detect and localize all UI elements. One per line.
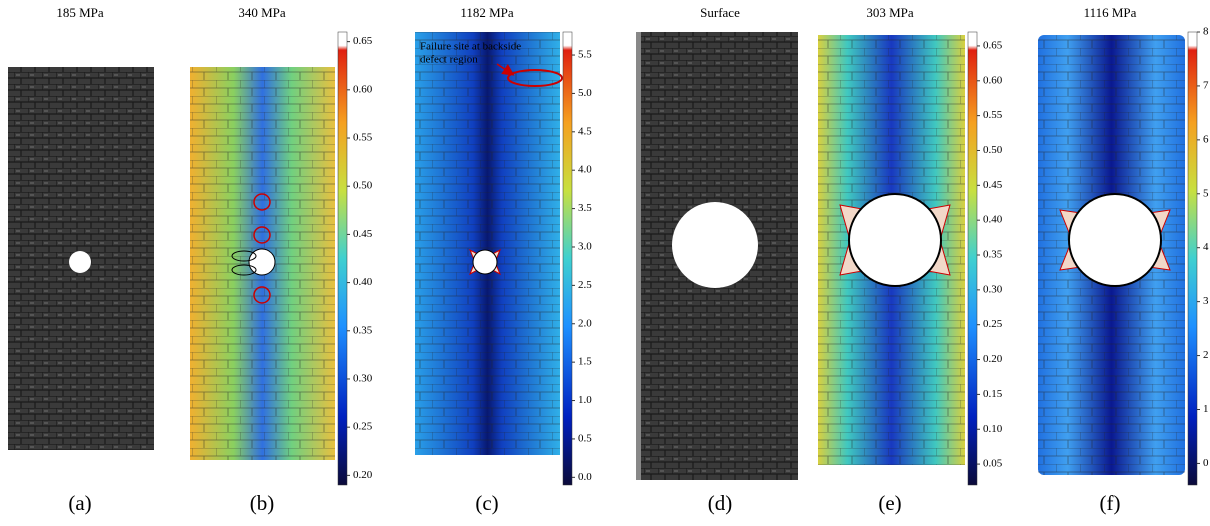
colorbar-tick-label: 0.60: [983, 74, 1003, 86]
colorbar-tick-label: 1.0: [578, 394, 592, 406]
colorbar-tick-label: 0.25: [983, 318, 1003, 330]
colorbar-tick-label: 0.35: [353, 324, 373, 336]
colorbar-tick-label: 0.60: [353, 83, 373, 95]
colorbar-tick-label: 2: [1203, 349, 1209, 361]
colorbar-tick-label: 7: [1203, 79, 1209, 91]
colorbar-tick-label: 3.5: [578, 202, 592, 214]
panel-label: (c): [475, 491, 498, 515]
colorbar-tick-label: 0.45: [353, 228, 373, 240]
panel-label: (d): [708, 491, 733, 515]
colorbar-tick-label: 0.30: [983, 283, 1003, 295]
colorbar-tick-label: 4: [1203, 241, 1209, 253]
colorbar-tick-label: 0.40: [983, 214, 1003, 226]
colorbar-tick-label: 0.50: [983, 144, 1003, 156]
panel-title: 303 MPa: [866, 5, 914, 20]
annotation: defect region: [420, 54, 478, 66]
colorbar-tick-label: 3: [1203, 295, 1209, 307]
colorbar-tick-label: 0.40: [353, 276, 373, 288]
specimen-images: [8, 32, 1185, 480]
panel-title: 185 MPa: [56, 5, 104, 20]
colorbar-tick-label: 0.20: [983, 353, 1003, 365]
colorbar-tick-label: 5: [1203, 187, 1209, 199]
colorbar-tick-label: 0.5: [578, 432, 592, 444]
colorbar-tick-label: 0.35: [983, 249, 1003, 261]
colorbar-tick-label: 4.0: [578, 164, 592, 176]
panel-title: 340 MPa: [238, 5, 286, 20]
colorbar-tick-label: 0.65: [983, 39, 1003, 51]
colorbar-tick-label: 4.5: [578, 125, 592, 137]
colorbar-tick-label: 1: [1203, 403, 1209, 415]
colorbar-tick-label: 1.5: [578, 356, 592, 368]
colorbar-tick-label: 0.20: [353, 469, 373, 481]
colorbar-tick-label: 0.30: [353, 373, 373, 385]
colorbar-tick-label: 0.0: [578, 471, 592, 483]
colorbar-tick-label: 0.15: [983, 388, 1003, 400]
colorbar-tick-label: 0.45: [983, 179, 1003, 191]
panel-label: (f): [1100, 491, 1121, 515]
colorbar: [1187, 31, 1198, 486]
colorbar-tick-label: 0.10: [983, 423, 1003, 435]
panel-label: (b): [250, 491, 275, 515]
colorbar-tick-label: 0.65: [353, 35, 373, 47]
colorbar-tick-label: 0: [1203, 457, 1209, 469]
colorbar-tick-label: 6: [1203, 133, 1209, 145]
colorbar: [967, 31, 978, 486]
colorbar-tick-label: 3.0: [578, 241, 592, 253]
panel-title: Surface: [700, 5, 740, 20]
colorbar-tick-label: 0.50: [353, 180, 373, 192]
colorbar-tick-label: 0.55: [983, 109, 1003, 121]
colorbar-tick-label: 2.0: [578, 317, 592, 329]
colorbar-tick-label: 5.5: [578, 49, 592, 61]
colorbar-tick-label: 5.0: [578, 87, 592, 99]
colorbar-tick-label: 8: [1203, 26, 1209, 38]
colorbar: [337, 31, 348, 486]
panel-title: 1182 MPa: [460, 5, 514, 20]
colorbar-tick-label: 0.05: [983, 458, 1003, 470]
colorbar-tick-label: 2.5: [578, 279, 592, 291]
panel-title: 1116 MPa: [1084, 5, 1137, 20]
panel-label: (a): [68, 491, 91, 515]
panel-label: (e): [878, 491, 901, 515]
colorbar: [562, 31, 573, 486]
annotation: Failure site at backside: [420, 41, 521, 53]
colorbar-tick-label: 0.25: [353, 421, 373, 433]
colorbar-tick-label: 0.55: [353, 132, 373, 144]
